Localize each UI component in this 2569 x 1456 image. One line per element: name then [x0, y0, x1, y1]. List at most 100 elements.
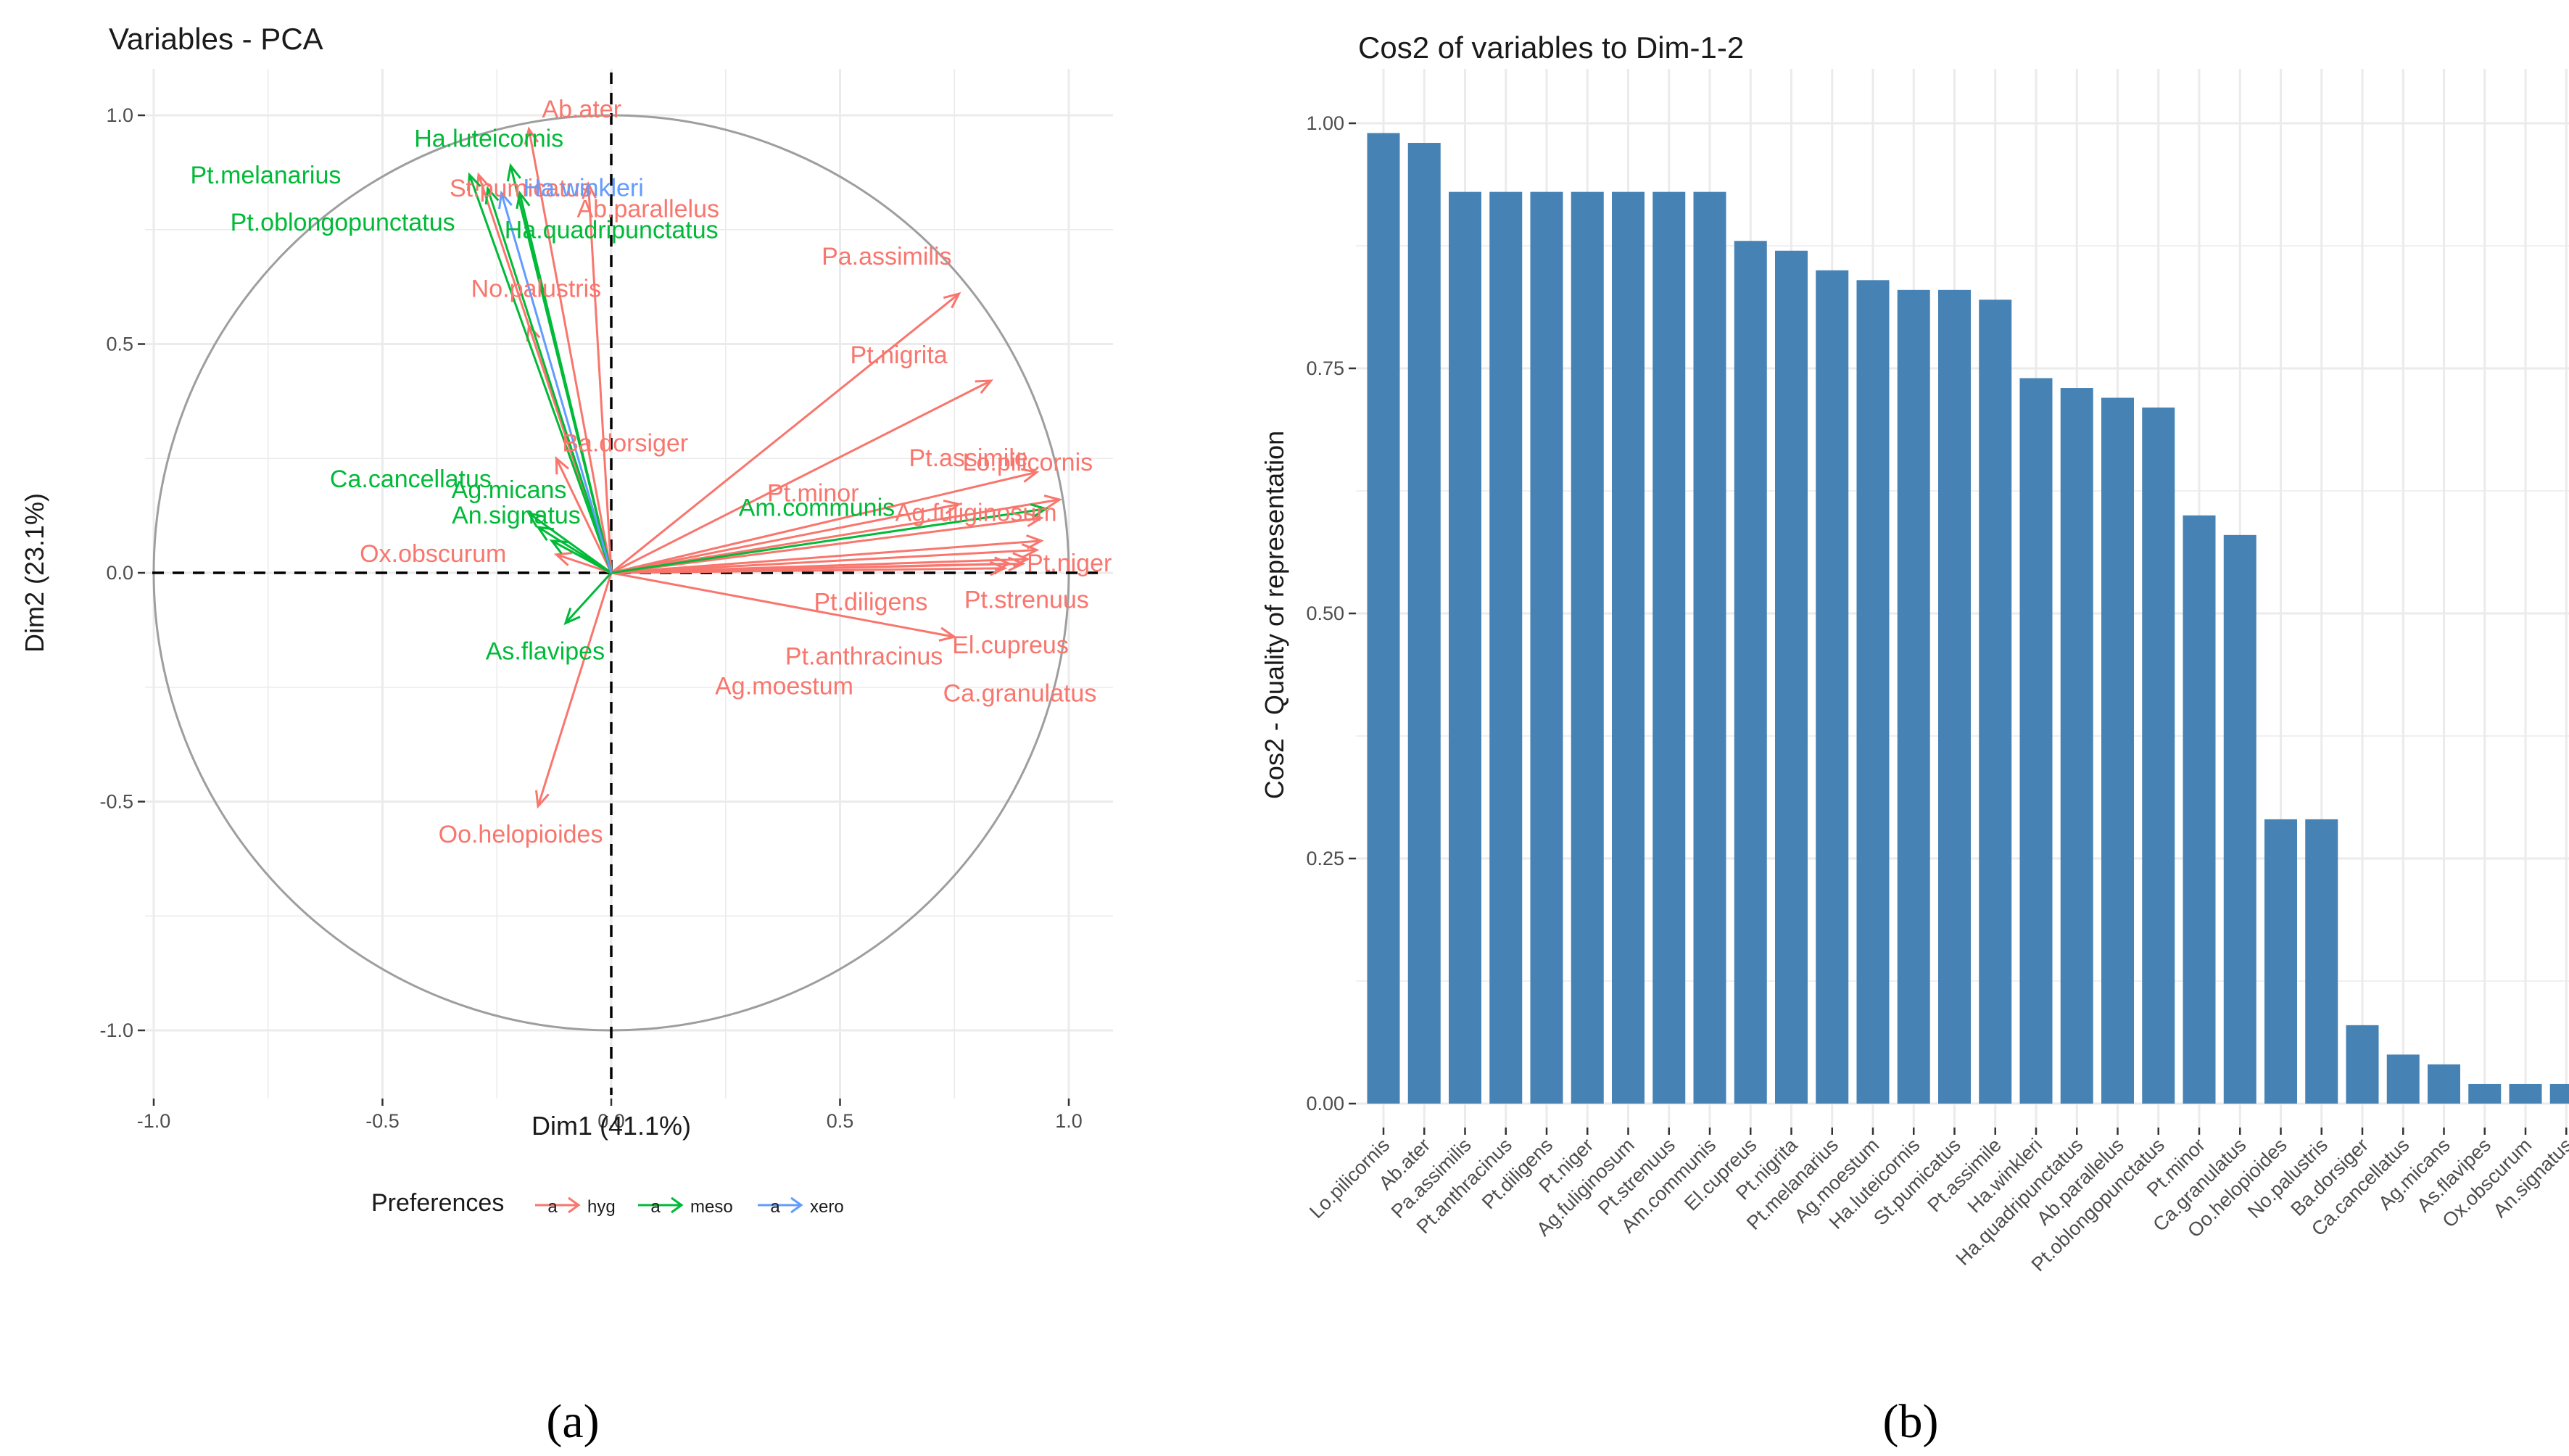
legend-title: Preferences [371, 1189, 504, 1217]
legend-key-arrow [671, 1196, 684, 1214]
arrowhead-Ca.cancellatus [526, 511, 545, 528]
arrowhead-Ab.ater [524, 126, 539, 145]
arrow-Ag.fuliginosum [611, 516, 1042, 574]
arrow-Ab.parallelus [587, 183, 613, 574]
label-Ox.obscurum: Ox.obscurum [360, 540, 506, 568]
label-Pt.oblongopunctatus: Pt.oblongopunctatus [231, 209, 455, 236]
bar-Ha.quadripunctatus [2060, 388, 2093, 1104]
pca-y-axis-title: Dim2 (23.1%) [20, 493, 49, 653]
label-Pt.diligens: Pt.diligens [814, 588, 927, 616]
bar-Ca.cancellatus [2386, 1054, 2420, 1104]
bar-Ag.micans [2428, 1064, 2460, 1104]
bar-Ag.moestum [1856, 280, 1890, 1104]
arrowhead-Pa.assimilis [943, 291, 961, 309]
pca-x-ticks: -1.0 -0.5 0.0 0.5 1.0 [137, 1099, 1083, 1132]
bar-Ha.winkleri [2019, 378, 2053, 1104]
label-Ha.winkleri: Ha.winkleri [524, 174, 644, 202]
legend-key-letter: a [770, 1197, 780, 1217]
bar-y-ticks: 0.00 0.25 0.50 0.75 1.00 [1306, 112, 1356, 1114]
pca-y-tick-label: 0.5 [106, 334, 133, 355]
pca-y-tick-label: -0.5 [99, 791, 133, 813]
arrow-Pa.assimilis [611, 292, 960, 574]
bar-y-tick-label: 0.25 [1306, 848, 1344, 869]
bar-Am.communis [1693, 191, 1726, 1104]
arrowhead-As.flavipes [563, 608, 581, 626]
panel-label-a: (a) [546, 1395, 599, 1448]
label-Pt.melanarius: Pt.melanarius [191, 162, 342, 189]
arrowhead-Ba.dorsiger [555, 455, 570, 475]
arrow-Pt.nigrita [611, 379, 992, 574]
arrowhead-Ab.parallelus [582, 181, 597, 199]
bar-St.pumicatus [1938, 289, 1971, 1104]
bar-Pt.anthracinus [1489, 191, 1523, 1104]
bar-Ox.obscurum [2509, 1083, 2542, 1104]
bar-title: Cos2 of variables to Dim-1-2 [1358, 30, 1744, 65]
label-Ab.ater: Ab.ater [542, 96, 621, 123]
bar-Ca.granulatus [2223, 534, 2256, 1104]
label-Pt.niger: Pt.niger [1027, 550, 1112, 577]
bar-Ha.luteicornis [1897, 289, 1930, 1104]
pca-x-tick-label: 1.0 [1055, 1110, 1083, 1132]
legend-label-hyg: hyg [587, 1197, 616, 1217]
arrow-Am.communis [611, 508, 1046, 574]
label-Pt.anthracinus: Pt.anthracinus [785, 642, 943, 670]
label-Ca.cancellatus: Ca.cancellatus [330, 466, 492, 493]
arrowhead-Pt.oblongopunctatus [484, 186, 500, 204]
label-Pt.minor: Pt.minor [767, 479, 859, 507]
pca-x-tick-label: -0.5 [365, 1110, 400, 1132]
bar-Pt.assimile [1979, 299, 2012, 1104]
bar-Pt.oblongopunctatus [2142, 408, 2175, 1104]
bars [1367, 133, 2569, 1104]
pca-labels: Ab.ater Ab.parallelus Pa.assimilis Pt.assim… [191, 96, 1112, 848]
arrowhead-Pt.nigrita [975, 379, 994, 394]
bar-As.flavipes [2468, 1083, 2502, 1104]
arrow-Pt.anthracinus [611, 571, 955, 638]
label-Pt.strenuus: Pt.strenuus [964, 586, 1089, 613]
bar-Ag.fuliginosum [1612, 191, 1645, 1104]
arrowhead-St.pumicatus [476, 172, 490, 191]
bar-y-tick-label: 0.75 [1306, 357, 1344, 379]
arrowhead-Ag.micans [535, 525, 555, 541]
arrowhead-Pt.melanarius [467, 172, 481, 191]
label-Am.communis: Am.communis [739, 495, 895, 522]
bar-Pt.niger [1571, 191, 1604, 1104]
arrowhead-Pt.assimile [1020, 468, 1040, 483]
bar-Pt.strenuus [1652, 191, 1686, 1104]
pca-legend: Preferences a hyg a meso a xero [371, 1189, 844, 1217]
arrow-Ha.quadripunctatus [518, 192, 613, 574]
pca-y-ticks: -1.0 -0.5 0.0 0.5 1.0 [99, 104, 145, 1041]
legend-label-xero: xero [810, 1197, 844, 1217]
arrow-Ba.dorsiger [555, 458, 613, 574]
arrow-Pt.melanarius [468, 174, 613, 574]
bar-An.signatus [2549, 1083, 2569, 1104]
legend-label-meso: meso [690, 1197, 733, 1217]
label-Ag.moestum: Ag.moestum [715, 672, 853, 700]
pca-x-tick-label: -1.0 [137, 1110, 171, 1132]
label-As.flavipes: As.flavipes [486, 637, 605, 665]
arrow-Oo.helopioides [537, 572, 613, 807]
panel-label-b: (b) [1883, 1395, 1939, 1448]
pca-panel: Variables - PCA Ab.ater Ab.parallelus Pa.a… [20, 22, 1113, 1448]
arrow-Ag.micans [537, 526, 612, 574]
legend-key-arrow [568, 1196, 581, 1214]
bar-Ab.ater [1407, 143, 1441, 1104]
bar-panel: Cos2 of variables to Dim-1-2 0.00 0.25 0.5… [1259, 30, 2569, 1448]
arrow-As.flavipes [564, 571, 613, 624]
pca-y-tick-label: 1.0 [106, 104, 133, 126]
label-No.palustris: No.palustris [471, 275, 602, 302]
arrowhead-Pt.anthracinus [938, 626, 957, 642]
bar-Pt.melanarius [1816, 270, 1849, 1104]
bar-Pa.assimilis [1449, 191, 1481, 1104]
label-Ca.granulatus: Ca.granulatus [943, 680, 1097, 708]
label-Ab.parallelus: Ab.parallelus [576, 196, 719, 223]
pca-arrows [467, 126, 1063, 809]
legend-key-arrow [790, 1196, 803, 1214]
bar-No.palustris [2305, 819, 2338, 1104]
bar-y-tick-label: 0.50 [1306, 603, 1344, 624]
pca-title: Variables - PCA [109, 22, 323, 56]
pca-y-tick-label: 0.0 [106, 562, 133, 584]
label-Ag.fuliginosum: Ag.fuliginosum [895, 499, 1057, 526]
bar-Pt.minor [2183, 515, 2216, 1104]
arrowhead-Ha.quadripunctatus [516, 190, 531, 210]
